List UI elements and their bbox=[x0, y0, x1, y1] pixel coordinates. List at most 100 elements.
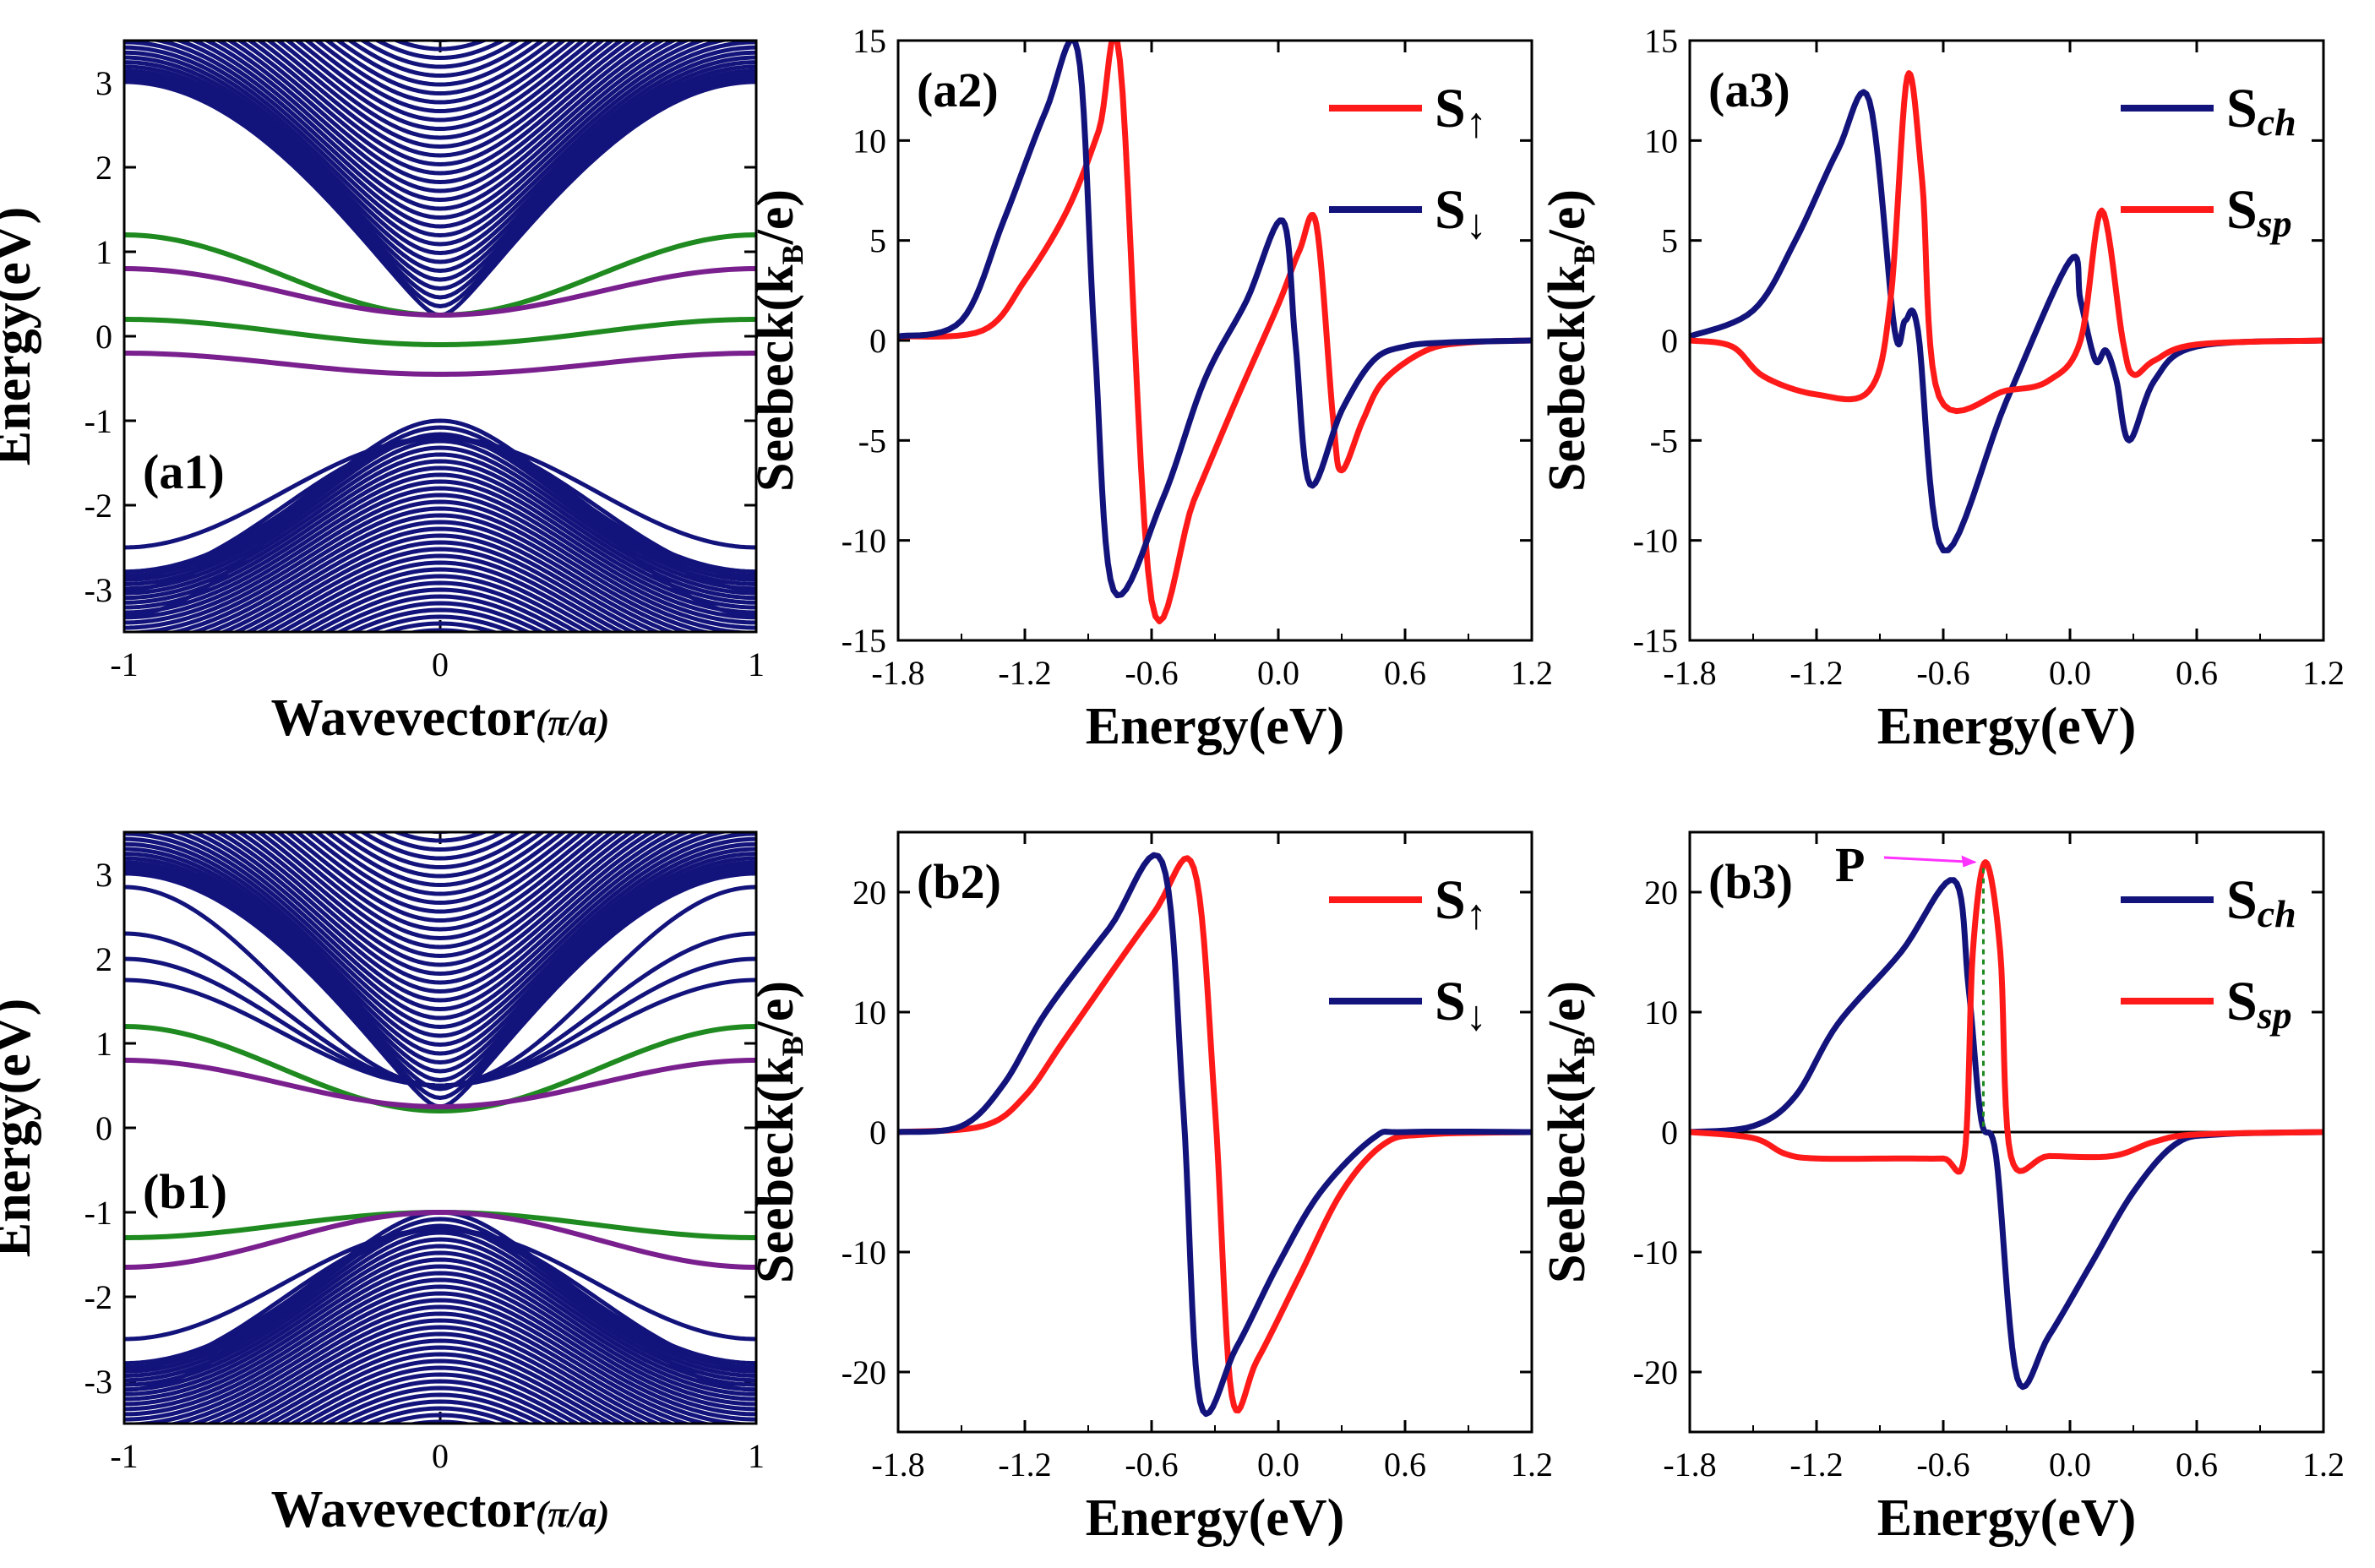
x-axis-title-main: Energy(eV) bbox=[1877, 1489, 2136, 1547]
legend-label-main: S bbox=[2226, 869, 2258, 931]
panel-label: (a2) bbox=[917, 63, 999, 117]
series-line-0 bbox=[1690, 89, 2323, 553]
x-tick-label: -1.2 bbox=[998, 654, 1051, 692]
peak-annotation: P bbox=[1835, 837, 1865, 892]
y-tick-label: 3 bbox=[95, 856, 112, 894]
y-tick-label: -15 bbox=[1633, 622, 1678, 660]
y-axis-title-main: Seebeck(k bbox=[1539, 264, 1596, 492]
conduction-band-line bbox=[293, 832, 587, 914]
x-tick-label: 0.6 bbox=[2176, 654, 2218, 692]
panel-label: (b2) bbox=[917, 854, 1001, 909]
valence-band-line bbox=[124, 1264, 756, 1402]
y-tick-label: -3 bbox=[84, 571, 112, 609]
x-tick-label: -0.6 bbox=[1916, 1446, 1969, 1484]
y-axis-title-sub: B bbox=[1567, 1036, 1601, 1056]
y-tick-label: 0 bbox=[1661, 1113, 1678, 1152]
conduction-band-line bbox=[124, 55, 756, 264]
y-axis-title: Energy(eV) bbox=[0, 999, 41, 1257]
y-axis-title-sub: B bbox=[776, 244, 809, 264]
series-line-0 bbox=[898, 41, 1532, 624]
edge-band-line bbox=[124, 266, 756, 318]
conduction-band-line bbox=[284, 41, 596, 131]
valence-band-line bbox=[204, 526, 676, 632]
conduction-band-line bbox=[124, 41, 756, 237]
legend-label: Ssp bbox=[2226, 971, 2292, 1037]
x-axis-title: Energy(eV) bbox=[1877, 1489, 2136, 1547]
x-axis-title: Energy(eV) bbox=[1877, 698, 2136, 755]
plot-frame bbox=[896, 39, 1533, 642]
conduction-band-line bbox=[124, 852, 756, 1064]
conduction-band-line bbox=[284, 832, 596, 923]
x-tick-label: 0.0 bbox=[2049, 654, 2091, 692]
conduction-band-line bbox=[124, 45, 756, 247]
x-tick-label: -0.6 bbox=[1125, 654, 1178, 692]
y-axis-title: Energy(eV) bbox=[0, 207, 41, 466]
edge-band-line bbox=[124, 317, 756, 347]
x-axis-title-main: Wavevector bbox=[271, 1481, 536, 1538]
plot-frame bbox=[1688, 39, 2325, 642]
series-line-1 bbox=[898, 41, 1532, 599]
valence-band-line bbox=[124, 1298, 756, 1424]
valence-band-line bbox=[124, 1291, 756, 1422]
legend-label-arrow: ↑ bbox=[1466, 99, 1487, 146]
y-axis-title-main: Seebeck(k bbox=[1539, 1056, 1596, 1283]
valence-band-line bbox=[277, 1358, 603, 1424]
seebeck-panel-b3: -1.8 -1.2 -0.6 0.0 0.6 1.2 -20 -10 0 10 20 P Seebeck… bbox=[1539, 830, 2345, 1547]
valence-band-line bbox=[311, 587, 569, 632]
x-axis-title-main: Energy(eV) bbox=[1086, 698, 1344, 755]
conduction-band-line bbox=[172, 832, 708, 1011]
conduction-band-line bbox=[124, 860, 756, 1082]
plot-frame bbox=[896, 830, 1533, 1434]
legend-label-main: S bbox=[1435, 179, 1466, 241]
valence-band-line bbox=[124, 452, 756, 596]
conduction-band-line bbox=[236, 832, 645, 967]
conduction-band-line bbox=[202, 41, 678, 202]
x-axis-title: Energy(eV) bbox=[1086, 698, 1344, 755]
x-tick-label: -1.2 bbox=[998, 1446, 1051, 1484]
y-axis-title-sub: B bbox=[1567, 244, 1601, 264]
valence-band-line bbox=[288, 1365, 592, 1424]
plot-frame bbox=[1688, 830, 2325, 1434]
valence-band-line bbox=[124, 472, 756, 610]
conduction-band-line bbox=[324, 41, 557, 95]
valence-band-line bbox=[380, 621, 500, 632]
series-line-0 bbox=[898, 855, 1532, 1414]
x-axis-title-unit: (π/a) bbox=[536, 702, 610, 743]
plot-frame bbox=[123, 39, 758, 634]
y-tick-label: 10 bbox=[852, 122, 886, 160]
bulk-band-line bbox=[124, 956, 756, 1088]
valence-band-line bbox=[204, 1318, 676, 1424]
conduction-band-line bbox=[358, 832, 522, 861]
x-axis-title-main: Wavevector bbox=[271, 689, 536, 747]
valence-band-line bbox=[299, 580, 581, 632]
edge-band-line bbox=[124, 1210, 756, 1270]
y-axis-title: Seebeck(kB/e) bbox=[747, 189, 809, 492]
valence-band-line bbox=[243, 547, 637, 632]
conduction-band-line bbox=[124, 73, 756, 300]
conduction-band-line bbox=[124, 841, 756, 1047]
y-tick-label: -20 bbox=[1633, 1353, 1678, 1391]
y-tick-label: 0 bbox=[1661, 322, 1678, 360]
x-tick-label: -1.8 bbox=[1663, 654, 1716, 692]
valence-band-line bbox=[380, 1413, 500, 1424]
series-line-1 bbox=[1690, 859, 2323, 1175]
y-tick-label: -1 bbox=[84, 1194, 112, 1232]
y-tick-label: 2 bbox=[95, 940, 112, 978]
conduction-band-line bbox=[324, 832, 557, 887]
legend-label-sub: ch bbox=[2258, 101, 2296, 144]
valence-band-line bbox=[188, 520, 693, 632]
legend-label-main: S bbox=[2226, 78, 2258, 139]
x-tick-label: -1 bbox=[110, 645, 138, 683]
valence-band-line bbox=[266, 1352, 614, 1424]
x-tick-label: -1.8 bbox=[1663, 1446, 1716, 1484]
y-tick-label: 0 bbox=[869, 322, 886, 360]
x-axis-title-main: Energy(eV) bbox=[1086, 1489, 1344, 1547]
y-tick-label: -10 bbox=[1633, 1233, 1678, 1271]
valence-band-line bbox=[124, 466, 756, 605]
valence-band-line bbox=[124, 493, 756, 625]
valence-band-line bbox=[348, 1399, 532, 1424]
y-axis-title-tail: /e) bbox=[1539, 981, 1596, 1037]
conduction-band-line bbox=[124, 50, 756, 255]
y-tick-label: 20 bbox=[1644, 874, 1678, 912]
